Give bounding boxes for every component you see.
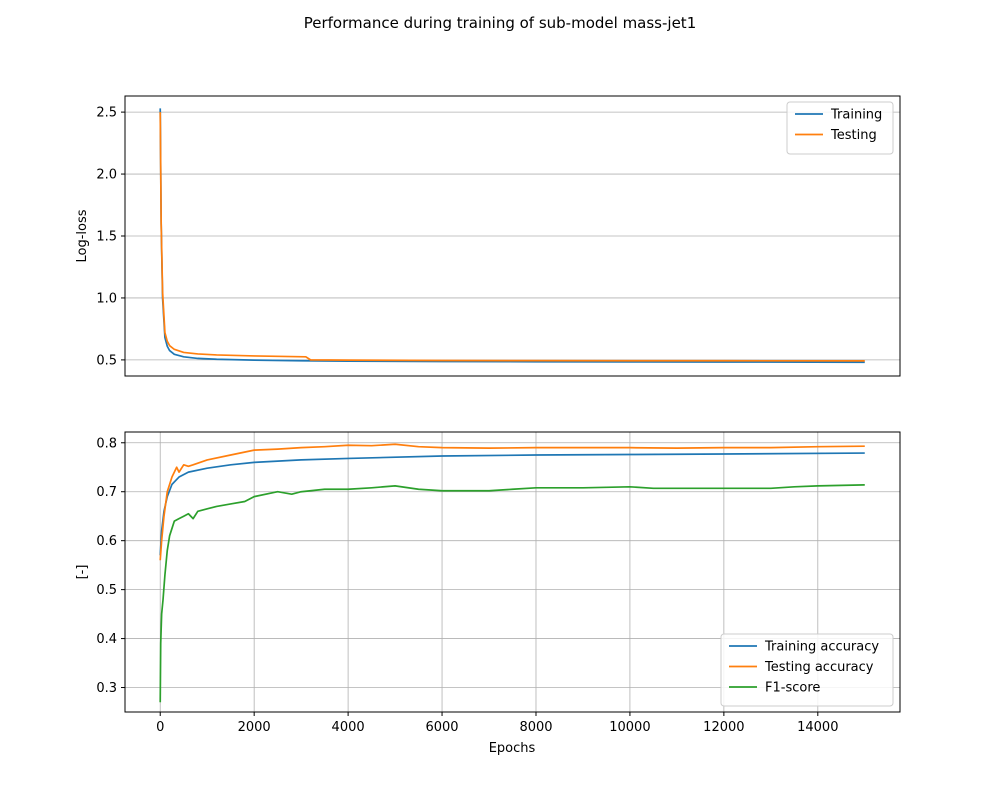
y-tick-label: 1.5 bbox=[96, 230, 117, 245]
loss-legend: Training Testing bbox=[786, 101, 894, 155]
y-tick-label: 2.5 bbox=[96, 106, 117, 121]
figure-title: Performance during training of sub-model… bbox=[304, 14, 696, 32]
x-tick-label: 4000 bbox=[332, 720, 365, 735]
loss-panel: 0.5 1.0 1.5 2.0 2.5 Log-loss Training Testing bbox=[75, 95, 901, 377]
x-tick-label: 10000 bbox=[609, 720, 650, 735]
accuracy-ylabel: [-] bbox=[75, 565, 90, 580]
x-tick-label: 0 bbox=[156, 720, 164, 735]
x-tick-label: 6000 bbox=[425, 720, 458, 735]
series-line-f1-score bbox=[159, 484, 865, 703]
accuracy-xlabel: Epochs bbox=[489, 741, 536, 756]
x-tick-label: 2000 bbox=[238, 720, 271, 735]
y-tick-label: 0.8 bbox=[96, 436, 117, 451]
accuracy-series bbox=[159, 443, 865, 703]
legend-label: Testing accuracy bbox=[764, 660, 874, 675]
y-tick-label: 0.3 bbox=[96, 681, 117, 696]
loss-ylabel: Log-loss bbox=[75, 209, 90, 262]
x-tick-label: 12000 bbox=[703, 720, 744, 735]
accuracy-ticks: 0.3 0.4 0.5 0.6 0.7 0.8 0 2000 4000 6000 8000 10000… bbox=[96, 436, 838, 735]
y-tick-label: 2.0 bbox=[96, 168, 117, 183]
series-line-testing bbox=[159, 112, 865, 362]
loss-ticks: 0.5 1.0 1.5 2.0 2.5 bbox=[96, 106, 125, 368]
legend-box bbox=[786, 101, 894, 155]
y-tick-label: 0.5 bbox=[96, 353, 117, 368]
y-tick-label: 0.4 bbox=[96, 632, 117, 647]
legend-label: F1-score bbox=[765, 681, 820, 696]
legend-label: Training accuracy bbox=[764, 640, 879, 655]
accuracy-axes-frame bbox=[124, 431, 901, 713]
y-tick-label: 0.5 bbox=[96, 583, 117, 598]
y-tick-label: 0.6 bbox=[96, 534, 117, 549]
series-line-testing-accuracy bbox=[159, 443, 865, 561]
accuracy-legend: Training accuracy Testing accuracy F1-scor… bbox=[720, 633, 894, 707]
legend-box bbox=[720, 633, 894, 707]
x-tick-label: 14000 bbox=[797, 720, 838, 735]
legend-label: Testing bbox=[830, 128, 877, 143]
y-tick-label: 1.0 bbox=[96, 291, 117, 306]
y-tick-label: 0.7 bbox=[96, 485, 117, 500]
legend-label: Training bbox=[830, 108, 882, 123]
x-tick-label: 8000 bbox=[519, 720, 552, 735]
accuracy-panel: 0.3 0.4 0.5 0.6 0.7 0.8 0 2000 4000 6000 8000 10000… bbox=[75, 431, 901, 756]
loss-series bbox=[159, 108, 865, 364]
